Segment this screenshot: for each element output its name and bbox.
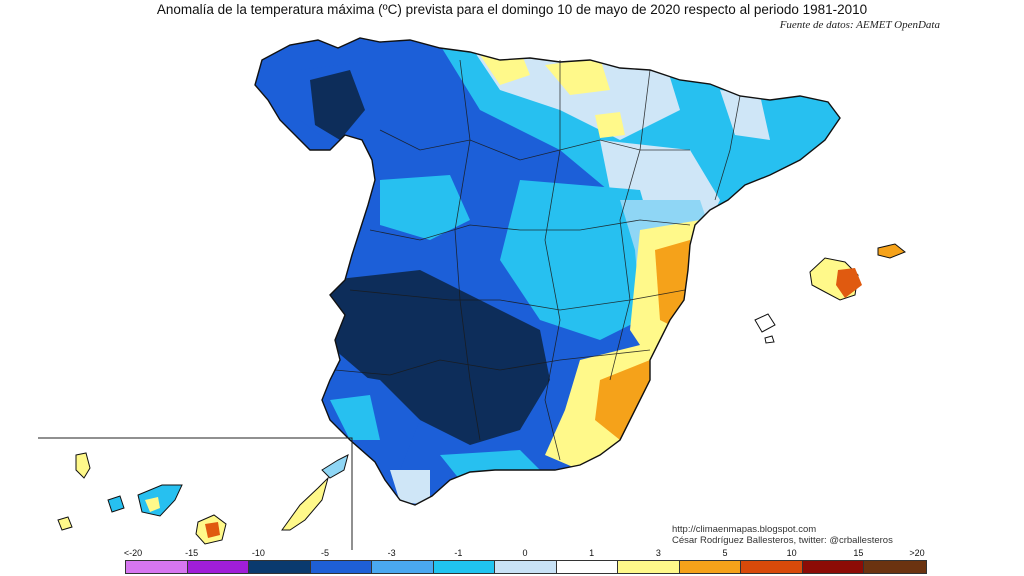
la-palma-island bbox=[75, 452, 91, 479]
legend-swatch bbox=[433, 561, 496, 573]
balearic-islands bbox=[754, 243, 906, 344]
legend-tick-label: -15 bbox=[185, 548, 199, 558]
canary-inset-frame bbox=[38, 437, 353, 550]
province-border-line bbox=[714, 95, 741, 201]
el-hierro-island bbox=[57, 516, 73, 531]
province-border-line bbox=[334, 349, 651, 376]
ibiza-island bbox=[754, 313, 776, 333]
data-source: Fuente de datos: AEMET OpenData bbox=[779, 19, 940, 31]
legend-swatch bbox=[187, 561, 250, 573]
pyrenees-pale-patch bbox=[720, 90, 770, 140]
legend-swatch bbox=[864, 561, 926, 573]
menorca-island bbox=[877, 243, 906, 259]
galicia-navy-area bbox=[310, 70, 365, 140]
legend-swatch bbox=[495, 561, 557, 573]
la-gomera-island bbox=[107, 495, 125, 513]
legend-tick-label: <-20 bbox=[123, 548, 143, 558]
huelva-cyan-patch bbox=[330, 395, 380, 440]
legend-swatch bbox=[618, 561, 680, 573]
legend-swatch bbox=[372, 561, 434, 573]
legend-swatch bbox=[249, 561, 311, 573]
province-border-line bbox=[609, 69, 651, 381]
legend-tick-label: -3 bbox=[387, 548, 396, 558]
legend-swatch bbox=[126, 561, 188, 573]
legend-tick-label: 10 bbox=[786, 548, 797, 558]
mallorca-orange-patch bbox=[836, 268, 862, 298]
province-border-line bbox=[454, 59, 481, 441]
gran-canaria-orange-patch bbox=[205, 522, 220, 538]
legend-swatch bbox=[556, 561, 619, 573]
legend-tick-label: 3 bbox=[655, 548, 661, 558]
legend-tick-label: -5 bbox=[320, 548, 330, 558]
peninsula-coastline bbox=[254, 37, 841, 506]
lanzarote-island bbox=[321, 454, 349, 479]
legend-swatch bbox=[679, 561, 742, 573]
navarra-yellow-patch bbox=[595, 112, 625, 138]
tenerife-island bbox=[137, 484, 183, 517]
province-border-line bbox=[544, 60, 561, 461]
credits-author: César Rodríguez Ballesteros, twitter: @c… bbox=[672, 535, 893, 546]
legend-tick-label: 5 bbox=[722, 548, 728, 558]
fuerteventura-island bbox=[281, 476, 329, 531]
credits-url: http://climaenmapas.blogspot.com bbox=[672, 524, 817, 535]
legend-tick-label: >20 bbox=[909, 548, 925, 558]
southwest-navy-area bbox=[330, 270, 550, 445]
legend-tick-label: 1 bbox=[589, 548, 595, 558]
legend-swatch bbox=[741, 561, 803, 573]
legend-tick-label: -1 bbox=[454, 548, 463, 558]
basque-yellow-patch bbox=[545, 58, 610, 95]
legend-tick-label: -10 bbox=[251, 548, 265, 558]
west-cyan-patch bbox=[380, 175, 470, 240]
legend-tick-labels: <-20 -15 -10 -5 -3 -1 0 1 3 5 10 15 >20 bbox=[0, 548, 1024, 560]
tenerife-yellow-patch bbox=[145, 497, 160, 512]
iberian-peninsula bbox=[255, 38, 840, 505]
cadiz-pale-area bbox=[390, 470, 430, 505]
province-border-line bbox=[379, 129, 690, 161]
legend-swatch bbox=[310, 561, 373, 573]
legend-swatch bbox=[802, 561, 865, 573]
legend-tick-label: 0 bbox=[522, 548, 528, 558]
province-border-line bbox=[369, 219, 691, 241]
credits: http://climaenmapas.blogspot.com César R… bbox=[672, 524, 893, 546]
map-title: Anomalía de la temperatura máxima (ºC) p… bbox=[156, 2, 868, 17]
color-legend bbox=[125, 560, 927, 574]
canary-islands bbox=[57, 452, 349, 545]
province-borders bbox=[334, 59, 741, 461]
legend-tick-label: 15 bbox=[853, 548, 864, 558]
formentera-island bbox=[764, 335, 775, 344]
